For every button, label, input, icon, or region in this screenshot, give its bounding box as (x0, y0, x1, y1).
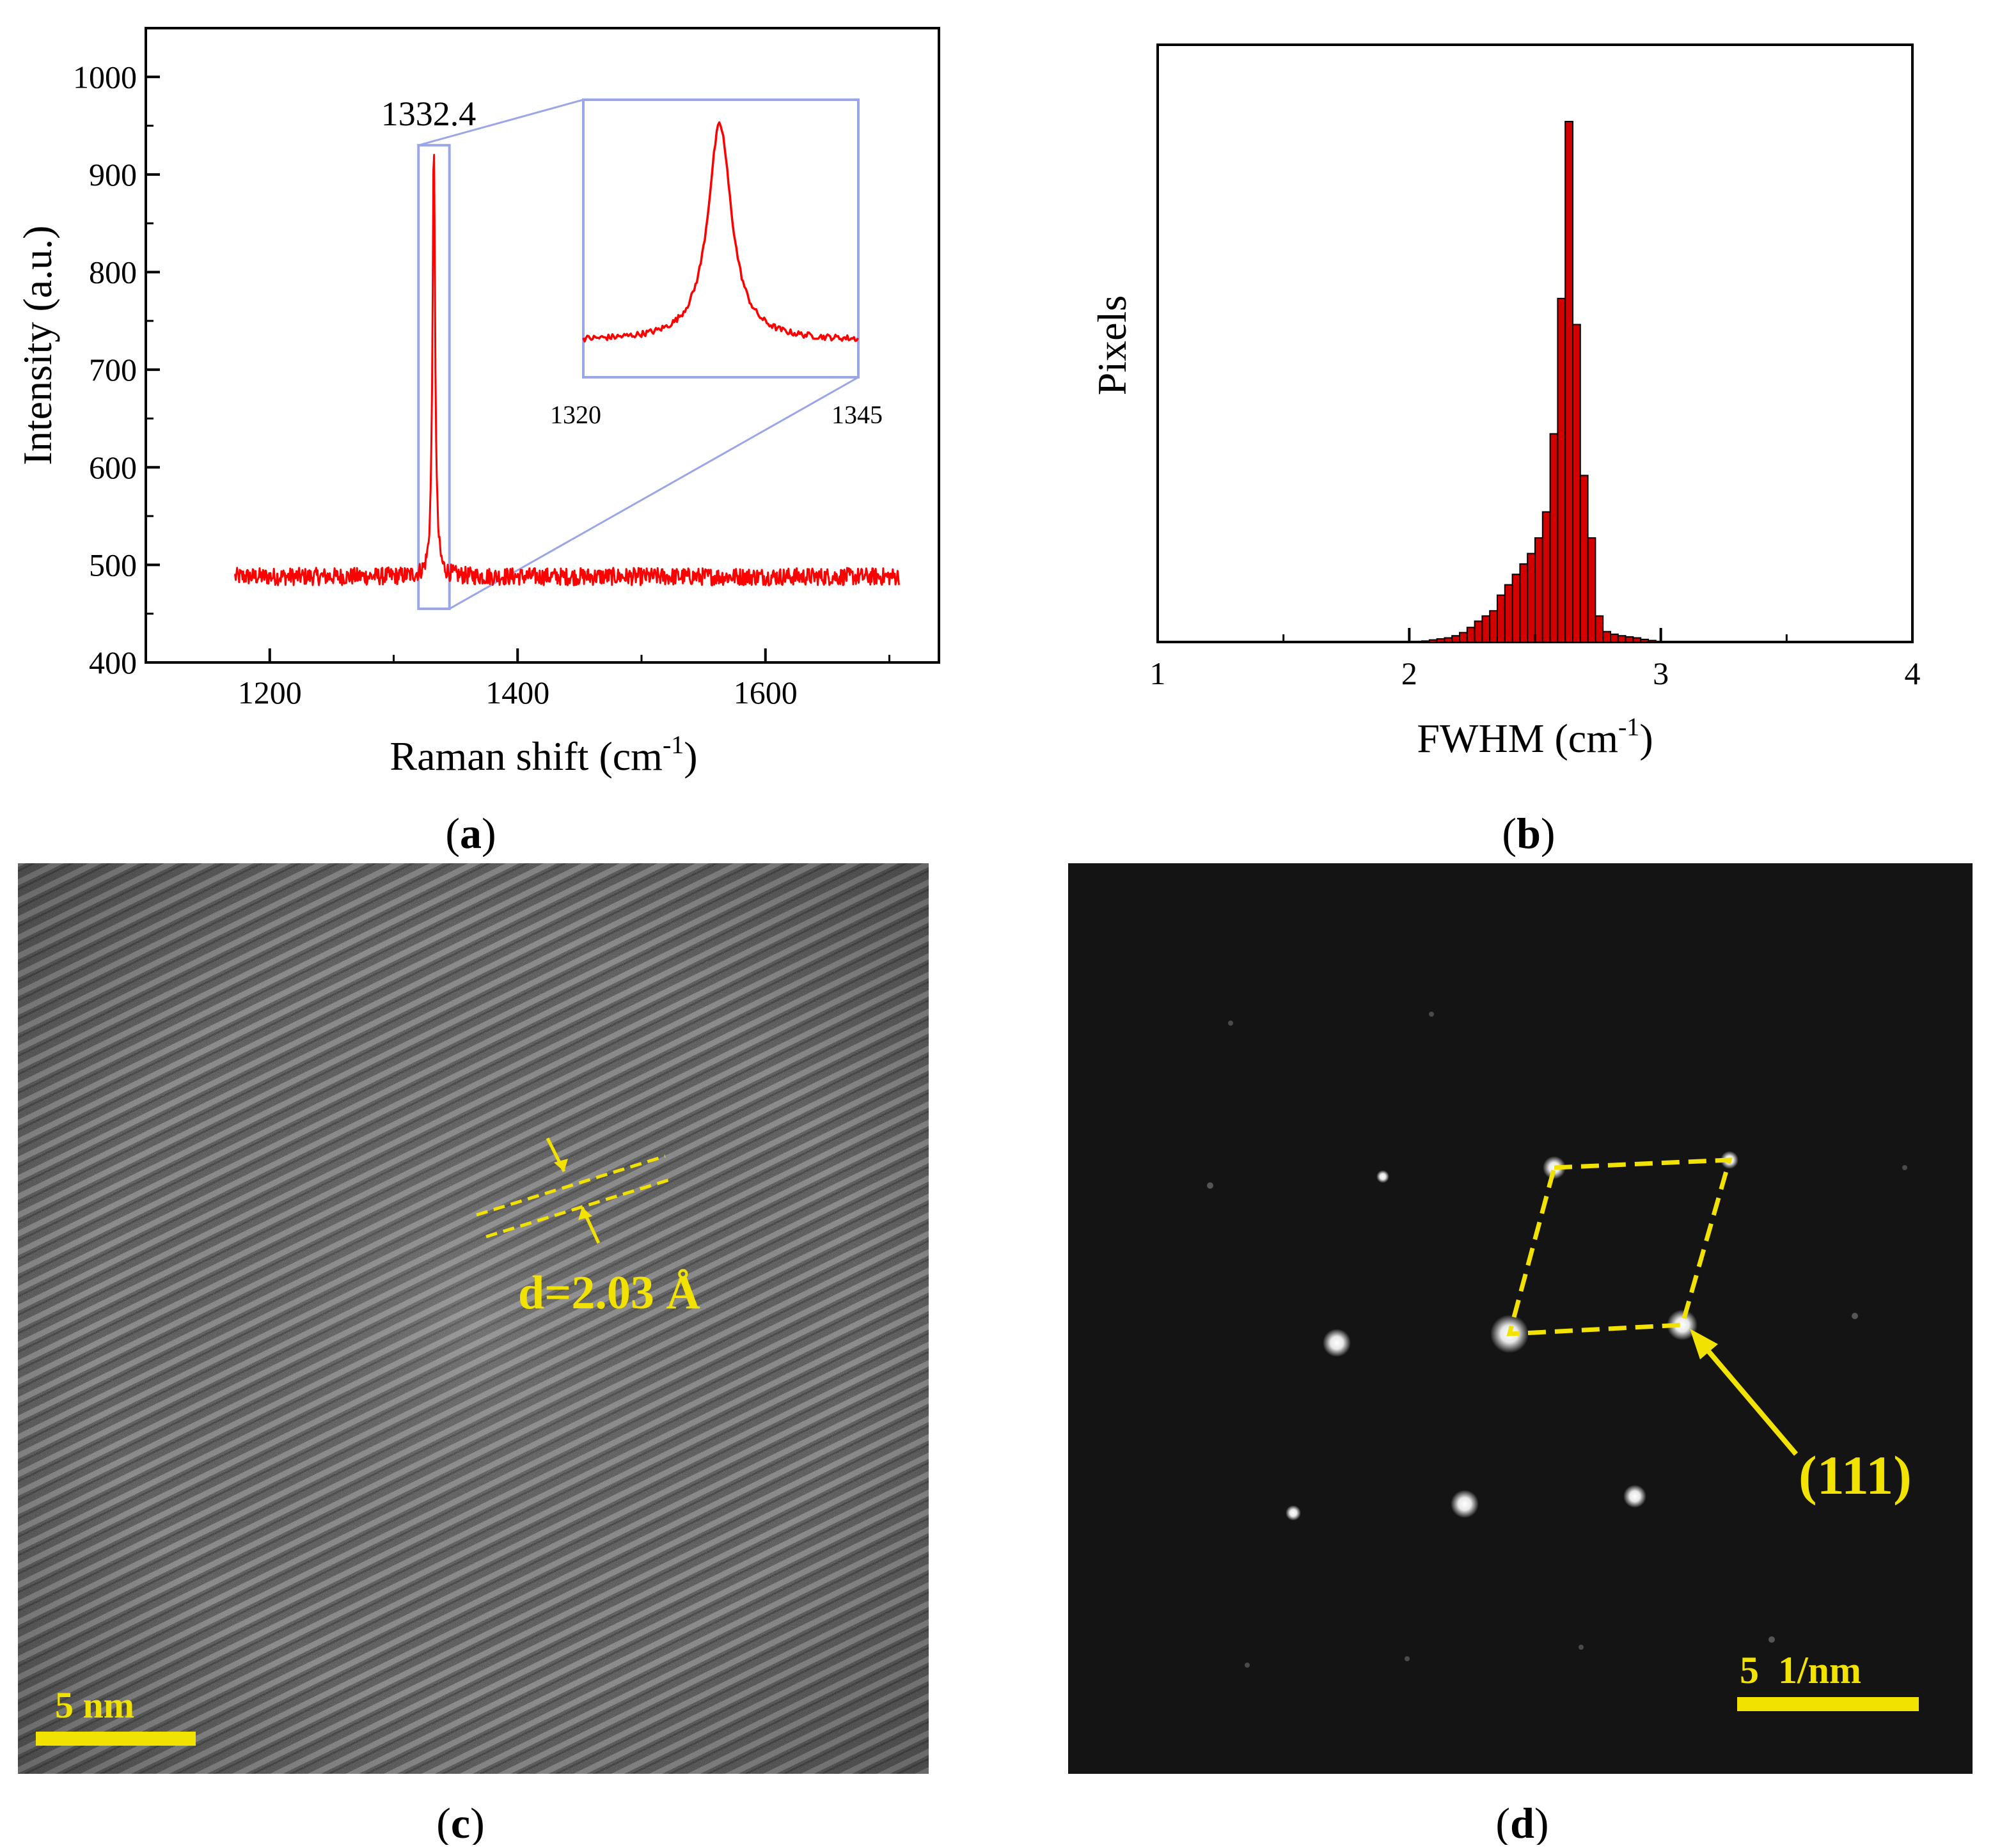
zoom-connector (418, 98, 584, 146)
histogram-bar (1534, 537, 1543, 643)
faint-spot (1228, 1021, 1233, 1026)
plane-arrow (1699, 1341, 1799, 1456)
histogram-bar (1436, 638, 1446, 643)
zoom-connector (448, 376, 859, 610)
y-tick-label: 600 (89, 450, 137, 485)
y-tick-label: 800 (89, 254, 137, 290)
faint-spot (1768, 1636, 1775, 1643)
x-tick-label: 1600 (734, 675, 798, 710)
histogram-bar (1511, 574, 1521, 643)
diffraction-spot (1376, 1170, 1389, 1183)
plot-a-frame (145, 27, 940, 664)
histogram-bar (1572, 324, 1581, 643)
diffraction-spot (1623, 1485, 1646, 1508)
histogram-bar (1504, 584, 1513, 643)
arrow-head-upper (554, 1159, 568, 1171)
histogram-bar (1519, 563, 1529, 643)
x-axis-label: Raman shift (cm-1) (390, 730, 697, 779)
faint-spot (1207, 1182, 1213, 1189)
x-tick-label: 4 (1905, 655, 1921, 691)
histogram-bar (1459, 632, 1468, 643)
histogram-bar (1451, 635, 1461, 643)
faint-spot (1405, 1656, 1410, 1661)
histogram-bar (1541, 511, 1551, 643)
histogram-bar (1489, 610, 1499, 643)
peak-label: 1332.4 (381, 95, 477, 133)
histogram-bar (1474, 620, 1483, 643)
panel-a: 400 500 600 700 800 900 1000 1200 1400 1600 1320… (0, 0, 972, 857)
plane-label: (111) (1799, 1445, 1912, 1506)
histogram-bar (1648, 639, 1657, 643)
diffraction-spot (1451, 1490, 1479, 1518)
histogram-bar (1466, 627, 1476, 643)
faint-spot (1902, 1165, 1907, 1170)
inset-peak-line (582, 121, 859, 343)
zoom-box (417, 144, 451, 611)
diffraction-spot (1323, 1329, 1351, 1357)
scalebar-label-d: 5 1/nm (1740, 1649, 1861, 1691)
y-axis-label: Intensity (a.u.) (15, 226, 60, 466)
y-axis-label-pixels: Pixels (1089, 295, 1135, 395)
histogram-bar (1444, 637, 1453, 643)
scalebar-c (36, 1732, 196, 1746)
x-tick-label: 2 (1401, 655, 1417, 691)
caption-c: (c) (436, 1799, 485, 1845)
diffraction-spot (1286, 1505, 1301, 1521)
scalebar-label-c: 5 nm (55, 1684, 134, 1726)
histogram-bar (1610, 633, 1619, 643)
x-tick-label: 3 (1653, 655, 1669, 691)
y-tick-label: 700 (89, 352, 137, 388)
histogram-bar (1595, 615, 1604, 643)
histogram-bar (1579, 474, 1589, 643)
histogram-bar (1549, 433, 1559, 643)
y-tick-label: 400 (89, 645, 137, 680)
unit-cell-outline (1506, 1157, 1733, 1336)
histogram-bar (1481, 615, 1491, 643)
x-tick-label: 1400 (485, 675, 549, 710)
histogram-bar (1602, 630, 1612, 643)
histogram-bar (1428, 639, 1438, 643)
faint-spot (1429, 1012, 1434, 1017)
plane-arrow-head (1690, 1329, 1718, 1359)
diffraction-spot (1667, 1310, 1698, 1340)
x-axis-label-fwhm: FWHM (cm-1) (1417, 712, 1653, 761)
caption-b: (b) (1502, 809, 1555, 857)
x-tick-label: 1 (1150, 655, 1166, 691)
panel-c: d=2.03 Å 5 nm (c) (13, 863, 934, 1847)
image-shading (18, 863, 929, 1774)
hrtem-image: d=2.03 Å 5 nm (c) (18, 863, 929, 1847)
histogram-bar (1557, 297, 1566, 643)
faint-spot (1852, 1313, 1858, 1319)
arrow-head-lower (578, 1207, 592, 1220)
d-spacing-label: d=2.03 Å (518, 1267, 700, 1319)
inset-xtick-1320: 1320 (550, 400, 601, 429)
caption-a: (a) (445, 809, 496, 857)
x-tick-label: 1200 (238, 675, 302, 710)
histogram-bar (1421, 640, 1430, 643)
panel-d: (111) 5 1/nm (d) (1062, 863, 1983, 1847)
faint-spot (1579, 1645, 1584, 1650)
panel-b: 1 2 3 4 Pixels FWHM (cm-1) (b) (1023, 0, 1993, 857)
caption-d: (d) (1495, 1799, 1548, 1845)
histogram-bar (1527, 552, 1536, 643)
histogram-bar (1632, 637, 1642, 643)
saed-pattern: (111) 5 1/nm (d) (1068, 863, 1973, 1847)
histogram-bar (1564, 121, 1574, 643)
y-tick-label: 900 (89, 157, 137, 192)
faint-spot (1245, 1663, 1250, 1668)
raman-spectrum-line (234, 153, 900, 586)
raman-spectrum-chart: 400 500 600 700 800 900 1000 1200 1400 1600 1320… (15, 27, 940, 857)
histogram-bar (1587, 537, 1596, 643)
y-tick-label: 500 (89, 547, 137, 583)
histogram-bar (1497, 594, 1506, 643)
fwhm-histogram: 1 2 3 4 Pixels FWHM (cm-1) (b) (1089, 43, 1921, 857)
inset-frame (582, 98, 860, 379)
histogram-bar (1617, 635, 1627, 643)
y-tick-label: 1000 (73, 59, 137, 95)
histogram-bar (1625, 636, 1634, 643)
scalebar-d (1737, 1697, 1919, 1711)
inset-xtick-1345: 1345 (831, 400, 883, 429)
histogram-bar (1640, 638, 1650, 643)
